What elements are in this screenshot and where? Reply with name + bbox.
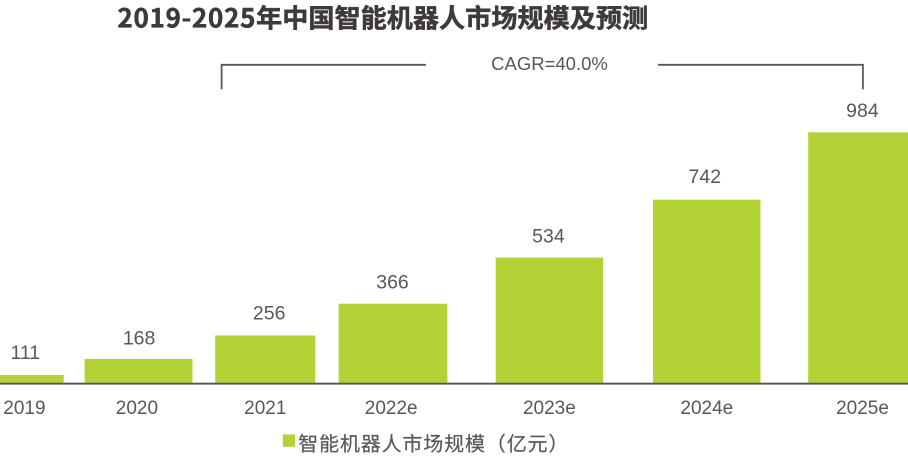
svg-text:742: 742 (689, 166, 722, 188)
svg-text:CAGR=40.0%: CAGR=40.0% (491, 53, 608, 74)
svg-text:256: 256 (253, 302, 286, 324)
svg-text:111: 111 (10, 342, 40, 364)
svg-text:366: 366 (376, 272, 409, 294)
svg-text:2025e: 2025e (836, 398, 889, 419)
svg-text:2020: 2020 (116, 398, 158, 419)
svg-text:2021: 2021 (244, 398, 286, 419)
svg-text:168: 168 (123, 327, 156, 349)
svg-text:534: 534 (532, 226, 565, 248)
svg-text:2019: 2019 (3, 398, 45, 419)
svg-text:2024e: 2024e (680, 398, 733, 419)
svg-text:2022e: 2022e (365, 398, 418, 419)
svg-text:2023e: 2023e (523, 398, 576, 419)
svg-text:984: 984 (846, 100, 879, 122)
